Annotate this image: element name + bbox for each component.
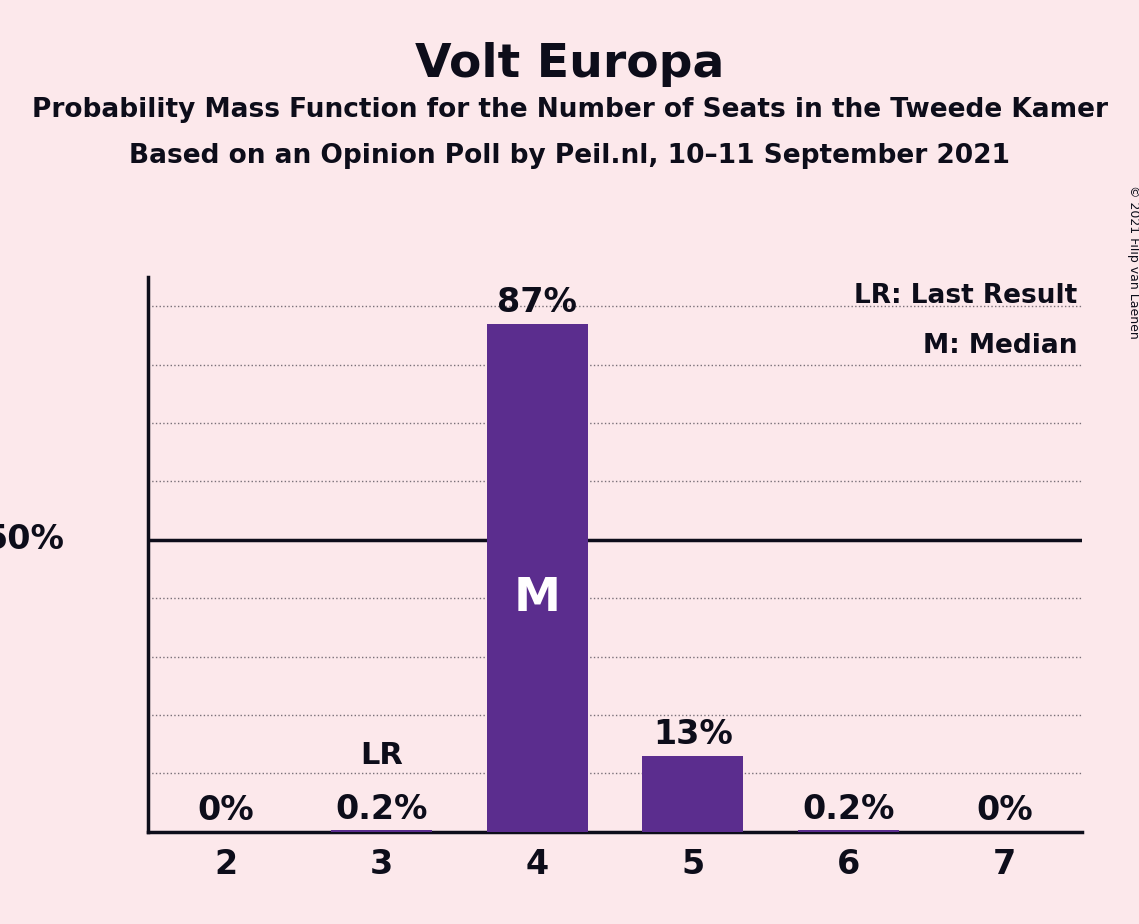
Bar [642,756,744,832]
Text: Volt Europa: Volt Europa [415,42,724,87]
Text: M: Median: M: Median [923,333,1077,359]
Text: LR: LR [360,741,403,771]
Text: © 2021 Filip van Laenen: © 2021 Filip van Laenen [1126,185,1139,338]
Text: M: M [514,576,560,621]
Text: 50%: 50% [0,523,64,556]
Text: 0%: 0% [976,794,1033,827]
Text: 0%: 0% [197,794,254,827]
Bar [486,324,588,832]
Text: LR: Last Result: LR: Last Result [854,283,1077,309]
Text: 13%: 13% [653,718,732,751]
Text: Probability Mass Function for the Number of Seats in the Tweede Kamer: Probability Mass Function for the Number… [32,97,1107,123]
Bar [331,831,432,832]
Text: Based on an Opinion Poll by Peil.nl, 10–11 September 2021: Based on an Opinion Poll by Peil.nl, 10–… [129,143,1010,169]
Text: 87%: 87% [498,286,577,319]
Text: 0.2%: 0.2% [802,793,895,826]
Bar [798,831,899,832]
Text: 0.2%: 0.2% [335,793,428,826]
